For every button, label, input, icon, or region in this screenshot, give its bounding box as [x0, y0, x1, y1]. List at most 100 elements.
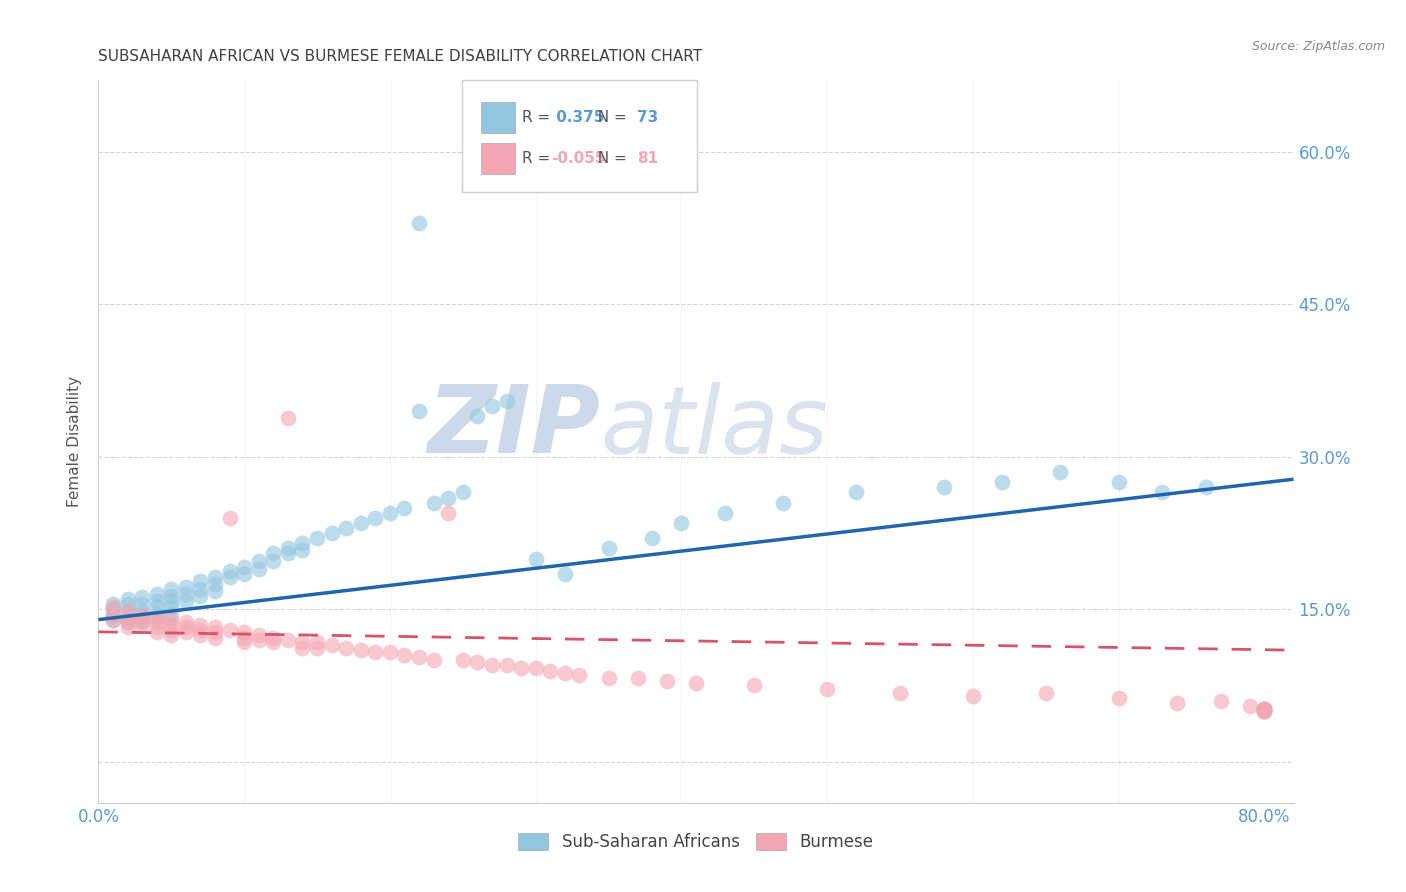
Point	[1239, 699, 1261, 714]
Point	[204, 577, 226, 591]
Legend: Sub-Saharan Africans, Burmese: Sub-Saharan Africans, Burmese	[510, 825, 882, 860]
Point	[1253, 704, 1275, 718]
Point	[190, 628, 212, 642]
Point	[1253, 702, 1275, 716]
Point	[233, 566, 256, 581]
Point	[845, 485, 868, 500]
Point	[714, 506, 737, 520]
Point	[174, 615, 197, 629]
Point	[321, 526, 343, 541]
Point	[1253, 702, 1275, 716]
Point	[131, 617, 153, 632]
Point	[685, 675, 707, 690]
Point	[321, 638, 343, 652]
Point	[554, 566, 576, 581]
Point	[305, 635, 328, 649]
Point	[174, 594, 197, 608]
Point	[524, 661, 547, 675]
Text: 0.375: 0.375	[551, 110, 605, 125]
Point	[101, 613, 124, 627]
Point	[467, 656, 489, 670]
Point	[160, 589, 183, 603]
Point	[145, 610, 167, 624]
Point	[131, 613, 153, 627]
Point	[174, 620, 197, 634]
Point	[117, 609, 139, 624]
Point	[495, 393, 517, 408]
Point	[627, 671, 650, 685]
Point	[277, 632, 299, 647]
Point	[117, 620, 139, 634]
Point	[962, 689, 984, 703]
Point	[145, 615, 167, 629]
Point	[131, 591, 153, 605]
Point	[233, 624, 256, 639]
Point	[277, 546, 299, 560]
Point	[394, 648, 416, 663]
Point	[145, 587, 167, 601]
Point	[160, 613, 183, 627]
Point	[218, 623, 240, 637]
Point	[174, 624, 197, 639]
Point	[510, 661, 533, 675]
Point	[335, 641, 357, 656]
Point	[1108, 690, 1130, 705]
Point	[145, 594, 167, 608]
Point	[598, 671, 620, 685]
Point	[932, 480, 955, 494]
Point	[218, 511, 240, 525]
Point	[190, 623, 212, 637]
Point	[233, 559, 256, 574]
Point	[495, 658, 517, 673]
Point	[101, 613, 124, 627]
Point	[350, 643, 373, 657]
Point	[160, 623, 183, 637]
Point	[190, 582, 212, 596]
Point	[350, 516, 373, 530]
Point	[117, 598, 139, 612]
Point	[190, 574, 212, 588]
Point	[117, 592, 139, 607]
Point	[1108, 475, 1130, 490]
Point	[131, 609, 153, 624]
Point	[145, 620, 167, 634]
Point	[174, 587, 197, 601]
Point	[131, 605, 153, 619]
Point	[233, 635, 256, 649]
Point	[117, 615, 139, 629]
Text: ZIP: ZIP	[427, 381, 600, 473]
Point	[524, 551, 547, 566]
Point	[160, 594, 183, 608]
Point	[131, 598, 153, 612]
Y-axis label: Female Disability: Female Disability	[67, 376, 83, 508]
Point	[204, 570, 226, 584]
Point	[1253, 702, 1275, 716]
Point	[641, 531, 664, 545]
Point	[204, 631, 226, 645]
Point	[117, 615, 139, 629]
Point	[437, 491, 460, 505]
Point	[364, 511, 387, 525]
Point	[655, 673, 678, 688]
Point	[101, 607, 124, 622]
Point	[1166, 696, 1188, 710]
Text: SUBSAHARAN AFRICAN VS BURMESE FEMALE DISABILITY CORRELATION CHART: SUBSAHARAN AFRICAN VS BURMESE FEMALE DIS…	[98, 49, 703, 64]
Text: Source: ZipAtlas.com: Source: ZipAtlas.com	[1251, 40, 1385, 54]
Point	[160, 600, 183, 615]
Point	[1253, 704, 1275, 718]
Text: 73: 73	[637, 110, 658, 125]
Point	[1035, 686, 1057, 700]
Point	[408, 216, 430, 230]
Point	[889, 686, 911, 700]
Point	[262, 635, 284, 649]
Point	[277, 541, 299, 556]
Point	[1152, 485, 1174, 500]
Point	[247, 562, 270, 576]
Point	[742, 678, 765, 692]
Point	[481, 399, 503, 413]
Point	[247, 628, 270, 642]
Point	[117, 605, 139, 619]
Point	[1253, 702, 1275, 716]
Text: N =: N =	[588, 110, 631, 125]
Point	[554, 665, 576, 680]
